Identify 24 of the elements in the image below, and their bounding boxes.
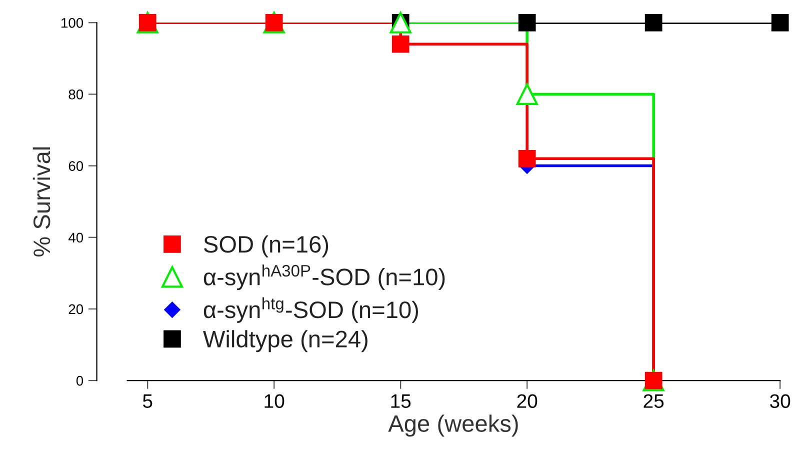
x-tick-label: 5 [142,394,152,408]
x-tick-label: 15 [391,394,411,408]
legend-label: SOD (n=16) [204,235,328,258]
point [518,150,536,168]
y-tick-label: 40 [68,232,84,243]
legend-label: α-syn$^{htg}$-SOD (n=10) [204,297,418,323]
point [516,83,538,105]
x-tick-label: 20 [517,394,538,408]
x-tick-label: 30 [770,394,790,408]
legend-label: α-syn$^{hA30P}$-SOD (n=10) [204,264,445,290]
y-tick-label: 60 [68,161,84,171]
x-axis-title: Age (weeks) [388,414,518,437]
point [644,14,662,32]
y-tick-label: 100 [62,18,84,28]
y-tick-label: 0 [76,376,84,386]
point [518,14,536,32]
y-tick-label: 20 [68,304,84,314]
point [771,14,789,32]
x-tick-label: 25 [644,394,664,408]
legend-label: Wildtype (n=24) [203,330,368,352]
point [392,35,410,53]
y-tick-label: 80 [68,90,84,100]
y-axis-title: % Survival [32,147,50,257]
x-tick-label: 10 [264,394,284,408]
